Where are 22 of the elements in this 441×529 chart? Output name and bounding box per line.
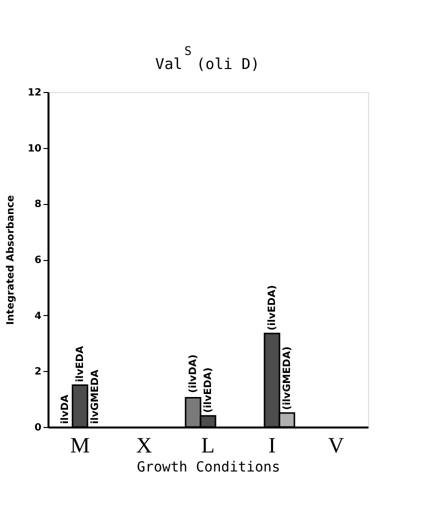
- y-tick-label: 6: [34, 255, 42, 266]
- chart-title: ValS (oli D): [155, 44, 260, 73]
- y-tick-label: 8: [34, 199, 42, 210]
- annotation: ilvGMEDA: [90, 369, 101, 424]
- y-tick-label: 12: [28, 88, 42, 98]
- x-tick-label: X: [136, 432, 152, 458]
- annotation: (ilvDA): [188, 354, 200, 393]
- annotation: (ilvEDA): [203, 367, 214, 413]
- y-axis-title: Integrated Absorbance: [6, 194, 17, 325]
- annotation: (ilvGMEDA): [282, 346, 293, 410]
- y-tick-label: 4: [34, 310, 42, 322]
- y-tick-label: 10: [28, 143, 42, 154]
- annotation: ilvEDA: [75, 346, 86, 382]
- y-tick-label: 2: [34, 366, 42, 378]
- x-tick-label: V: [328, 432, 344, 458]
- x-axis-title: Growth Conditions: [136, 460, 280, 476]
- annotation: (ilvEDA): [267, 285, 278, 330]
- x-tick-label: M: [70, 432, 90, 458]
- annotation: ilvDA: [60, 394, 72, 424]
- x-tick-label: I: [268, 432, 276, 458]
- x-tick-label: L: [201, 432, 215, 458]
- y-tick-label: 0: [34, 422, 42, 434]
